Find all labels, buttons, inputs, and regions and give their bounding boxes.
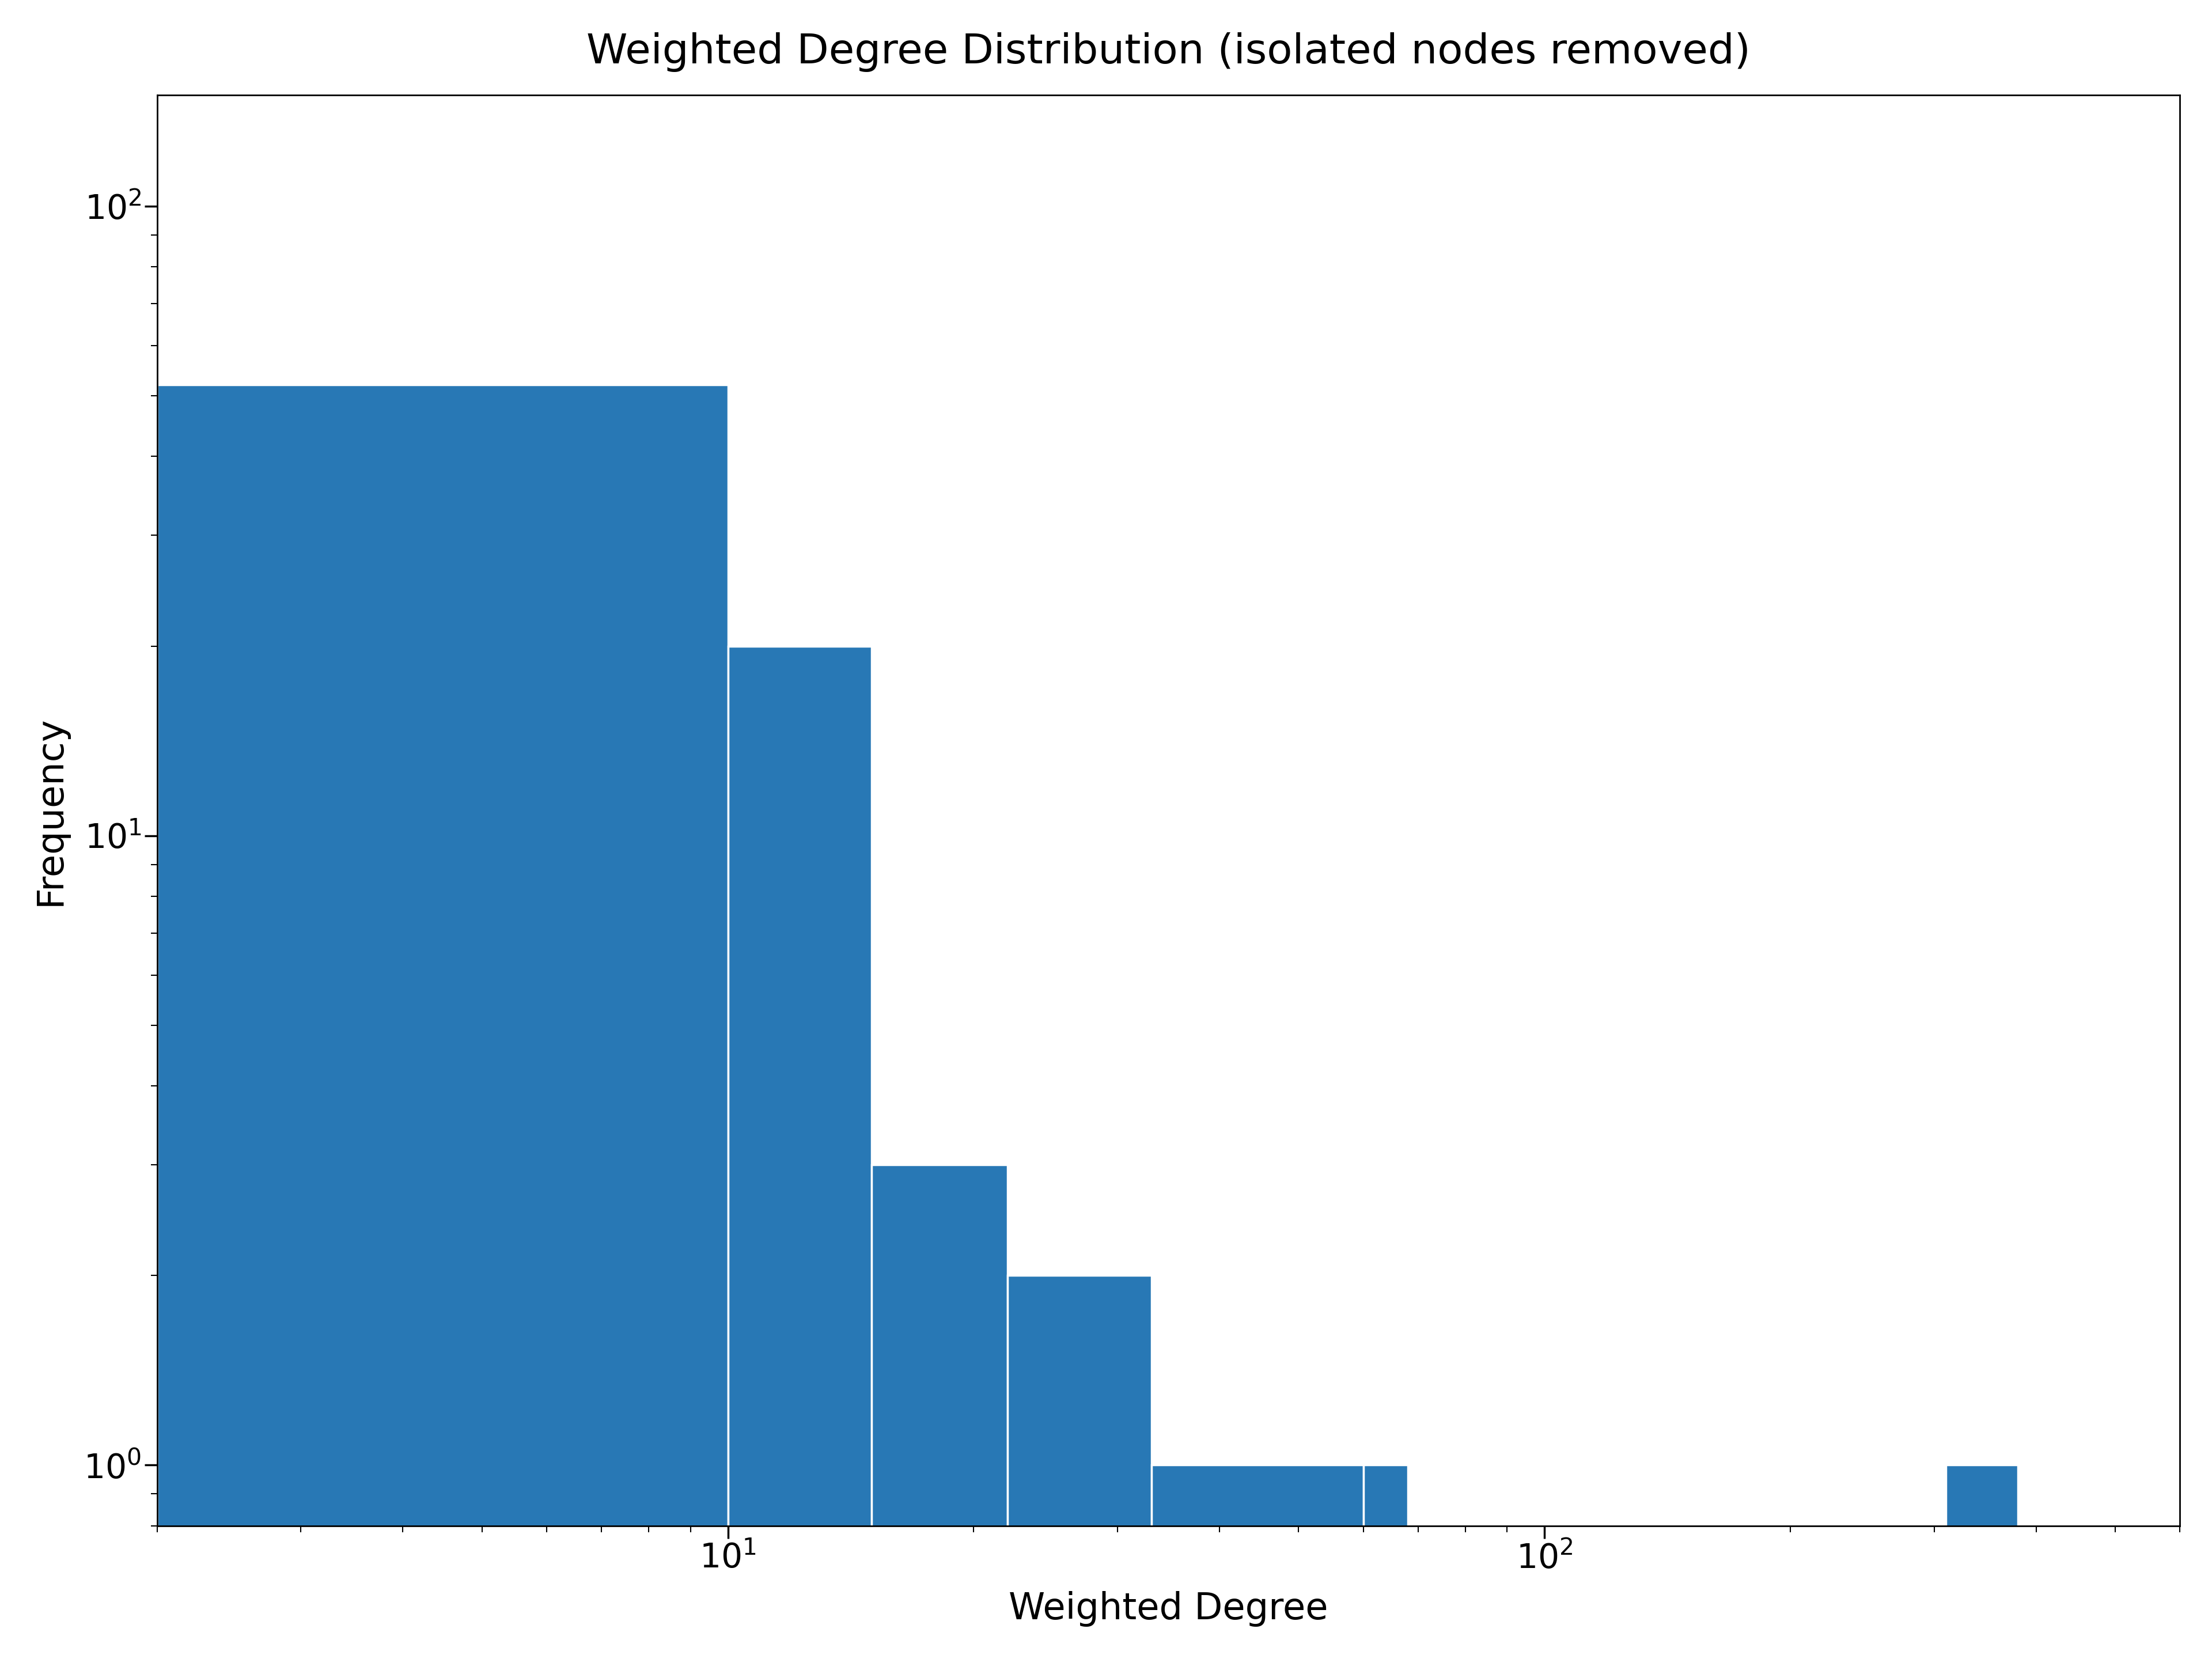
Bar xyxy=(728,645,872,1659)
Title: Weighted Degree Distribution (isolated nodes removed): Weighted Degree Distribution (isolated n… xyxy=(586,32,1750,71)
X-axis label: Weighted Degree: Weighted Degree xyxy=(1009,1591,1327,1627)
Bar xyxy=(1150,1465,1363,1659)
Bar xyxy=(1947,1465,2017,1659)
Bar xyxy=(1006,1276,1150,1659)
Bar xyxy=(1363,1465,1407,1659)
Bar xyxy=(872,1165,1006,1659)
Y-axis label: Frequency: Frequency xyxy=(31,715,69,906)
Bar xyxy=(157,385,728,1659)
